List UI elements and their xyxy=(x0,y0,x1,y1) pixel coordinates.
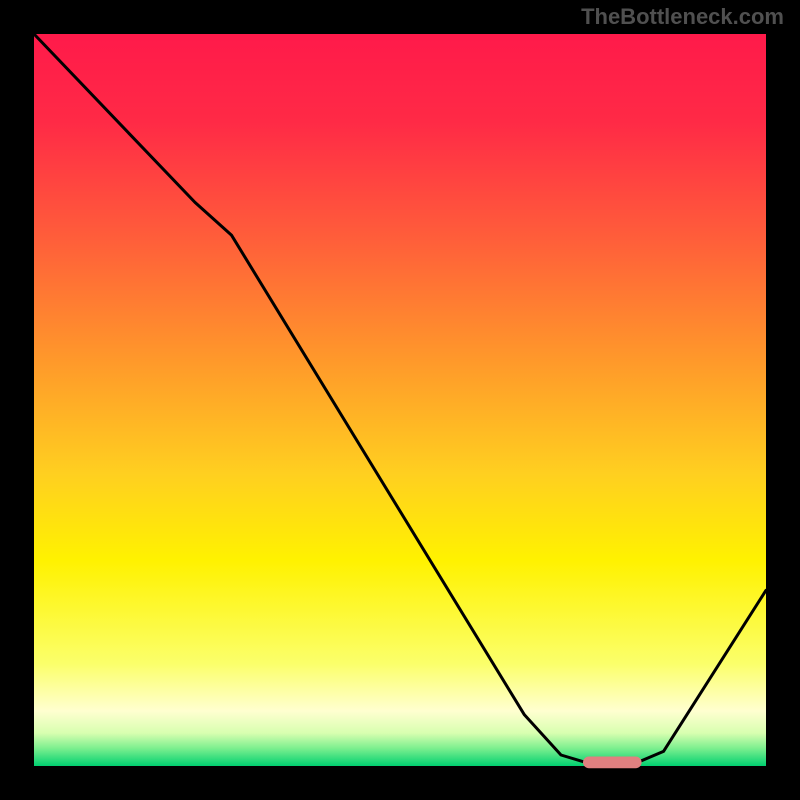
watermark-text: TheBottleneck.com xyxy=(581,4,784,30)
optimal-marker xyxy=(583,757,642,769)
chart-frame: TheBottleneck.com xyxy=(0,0,800,800)
bottleneck-chart xyxy=(0,0,800,800)
gradient-background xyxy=(34,34,766,766)
